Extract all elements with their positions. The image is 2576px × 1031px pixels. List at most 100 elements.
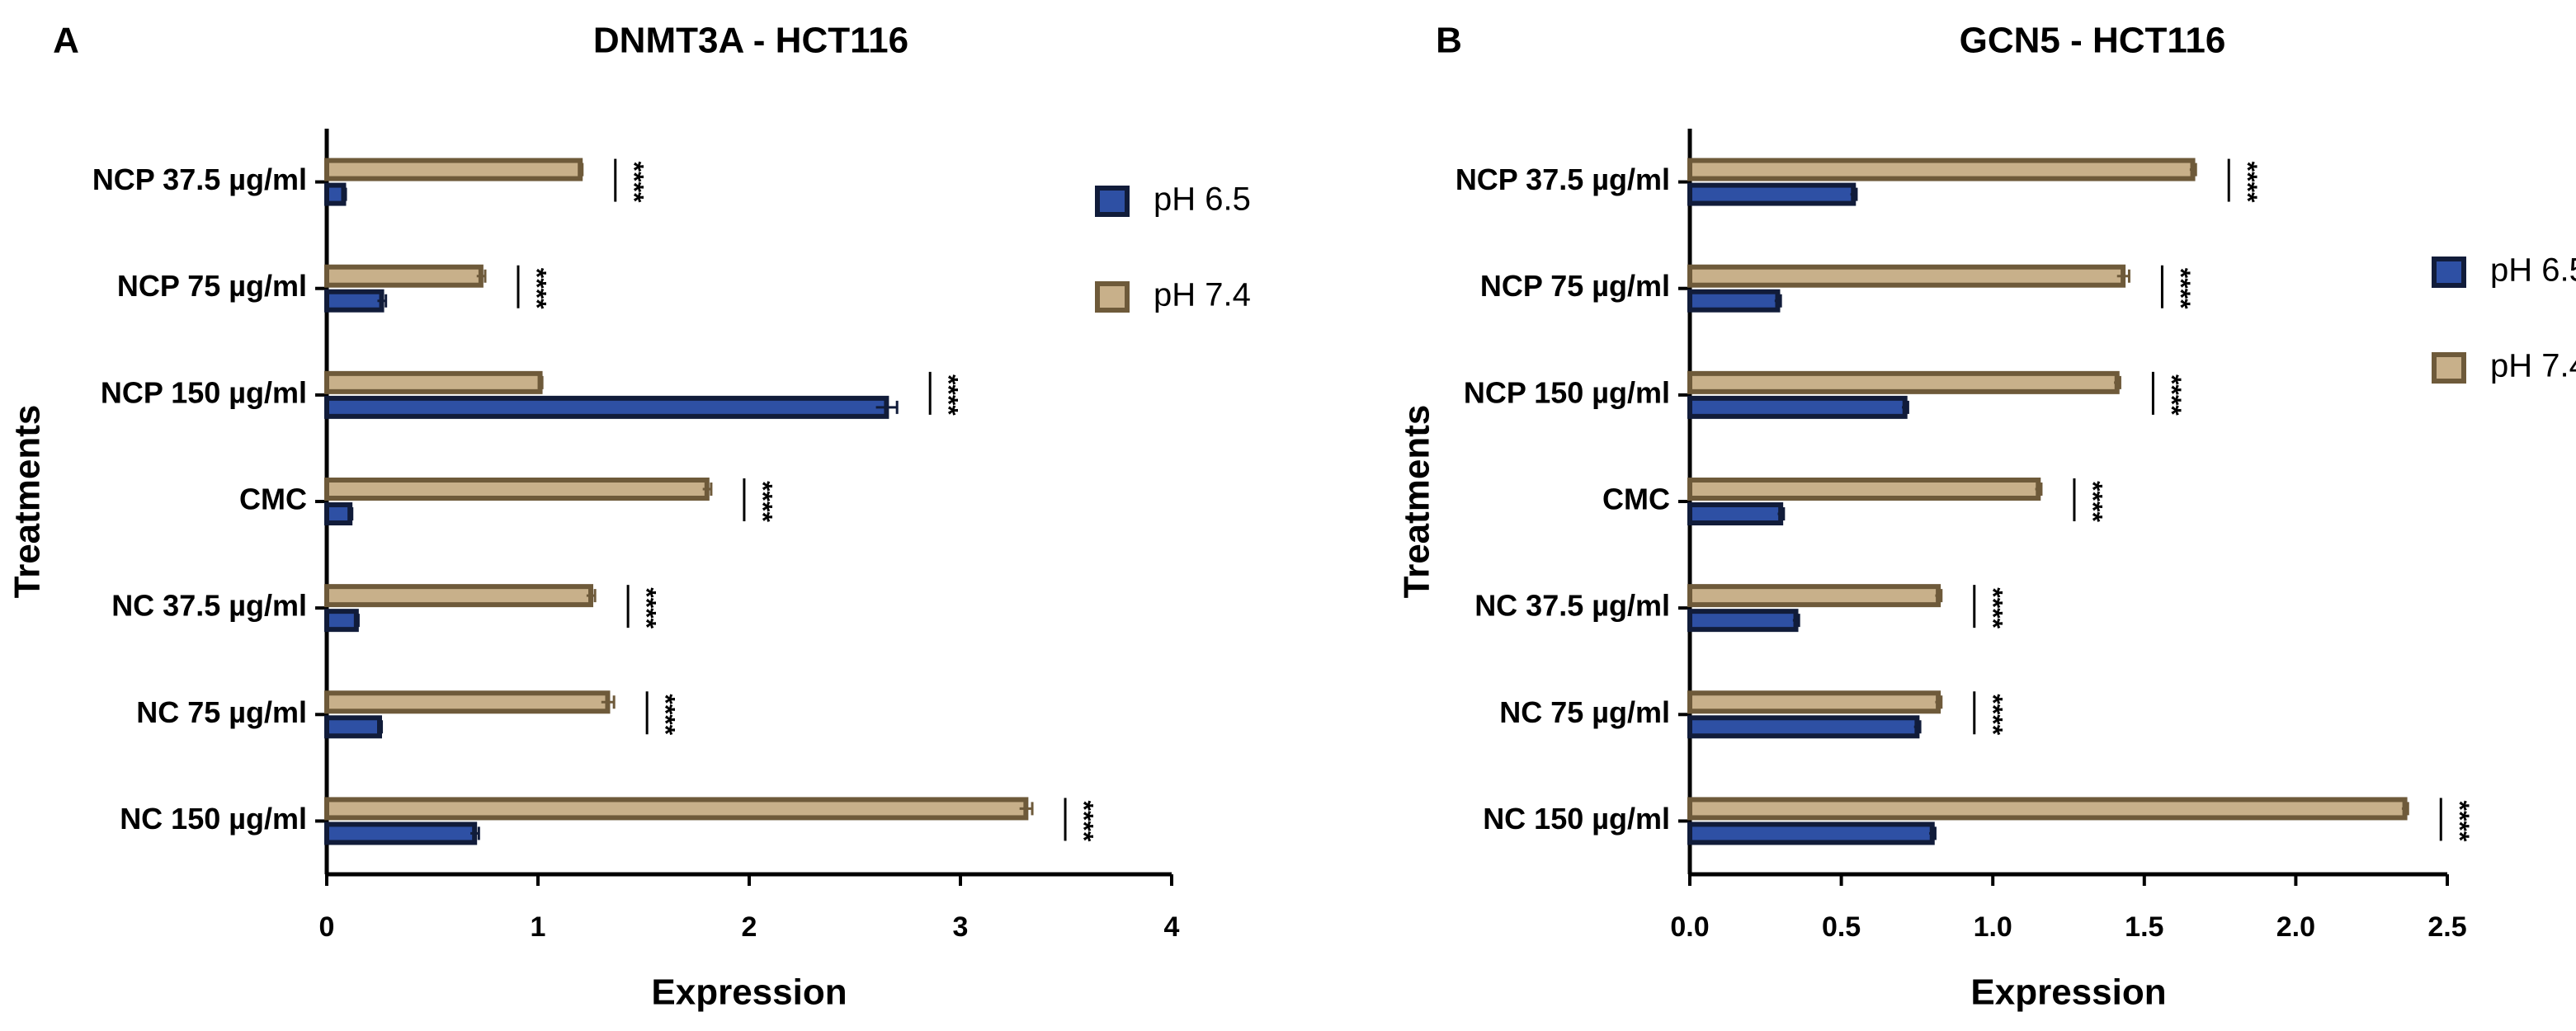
error-bar [1792, 614, 1800, 628]
bar [1687, 158, 2196, 181]
x-tick-label: 3 [953, 911, 969, 943]
x-tick-label: 0.0 [1670, 911, 1709, 943]
significance-label: **** [2233, 162, 2262, 203]
error-bar [1774, 294, 1782, 308]
panel-label: A [53, 21, 79, 61]
error-bar [476, 269, 487, 283]
error-bar [702, 483, 713, 496]
x-tick-label: 2.0 [2276, 911, 2315, 943]
x-tick-label: 4 [1164, 911, 1180, 943]
error-bar [538, 375, 544, 389]
error-bar [1019, 802, 1034, 816]
bar [324, 797, 1029, 821]
y-tick-label: NCP 150 µg/ml [101, 375, 307, 409]
significance-label: **** [934, 374, 964, 416]
error-bar [601, 695, 616, 709]
bar [324, 690, 611, 714]
y-axis-label: Treatments [1397, 405, 1437, 599]
significance-label: **** [522, 268, 552, 309]
x-axis-label: Expression [1970, 972, 2166, 1013]
x-tick-label: 0 [319, 911, 335, 943]
error-bar [1935, 695, 1943, 709]
bar [1687, 822, 1935, 845]
bar [324, 478, 710, 501]
significance-label: **** [619, 162, 649, 203]
bar [1687, 502, 1784, 525]
error-bar [2189, 162, 2197, 177]
significance-label: **** [1069, 801, 1099, 842]
bar [1687, 609, 1799, 633]
bar [324, 289, 385, 313]
error-bar [1902, 400, 1909, 414]
significance-label: **** [2166, 268, 2196, 309]
legend-label: pH 7.4 [1154, 277, 1251, 313]
y-tick-label: NC 75 µg/ml [136, 695, 307, 729]
significance-label: **** [2078, 481, 2107, 522]
y-tick-label: CMC [1602, 483, 1670, 516]
bar [1687, 264, 2126, 288]
error-bar [2401, 802, 2409, 816]
x-tick-label: 1.0 [1974, 911, 2012, 943]
y-tick-label: CMC [239, 483, 307, 516]
error-bar [1929, 826, 1937, 840]
x-tick-label: 2.5 [2427, 911, 2466, 943]
y-tick-label: NC 37.5 µg/ml [1474, 589, 1670, 623]
chart-title: GCN5 - HCT116 [1960, 21, 2226, 61]
legend-swatch [1095, 281, 1130, 313]
error-bar [347, 507, 354, 520]
error-bar [354, 614, 360, 628]
bar [324, 264, 484, 288]
bar [1687, 715, 1920, 739]
chart-title: DNMT3A - HCT116 [593, 21, 908, 61]
bar [324, 502, 353, 525]
y-tick-label: NCP 75 µg/ml [117, 269, 307, 303]
legend-label: pH 7.4 [2490, 348, 2576, 384]
error-bar [2035, 483, 2043, 496]
error-bar [2114, 375, 2121, 389]
significance-label: **** [1978, 587, 2007, 628]
error-bar [470, 826, 480, 840]
bar [1687, 370, 2120, 394]
legend-swatch [1095, 186, 1130, 217]
y-tick-label: NCP 37.5 µg/ml [92, 162, 307, 196]
significance-label: **** [1978, 694, 2007, 735]
bar [324, 584, 593, 608]
bar [324, 182, 347, 206]
bar [324, 158, 583, 181]
y-tick-label: NCP 75 µg/ml [1480, 269, 1670, 303]
y-tick-label: NCP 150 µg/ml [1464, 375, 1670, 409]
bar [1687, 289, 1781, 313]
bar [1687, 395, 1908, 419]
y-tick-label: NCP 37.5 µg/ml [1455, 162, 1670, 196]
bar [324, 715, 382, 739]
bar [1687, 797, 2408, 821]
error-bar [341, 187, 347, 201]
panel-label: B [1436, 21, 1462, 61]
legend-swatch [2432, 352, 2466, 384]
bar [324, 609, 359, 633]
error-bar [875, 400, 899, 414]
significance-label: **** [2445, 801, 2475, 842]
x-tick-label: 0.5 [1822, 911, 1861, 943]
bar [1687, 478, 2041, 501]
bar [1687, 690, 1941, 714]
legend-label: pH 6.5 [2490, 252, 2576, 289]
error-bar [377, 720, 384, 734]
x-axis-label: Expression [651, 972, 847, 1013]
x-tick-label: 1.5 [2125, 911, 2163, 943]
error-bar [2116, 269, 2130, 283]
error-bar [377, 294, 388, 308]
bar [1687, 584, 1941, 608]
bar [324, 822, 478, 845]
y-axis-label: Treatments [7, 405, 48, 599]
y-tick-label: NC 150 µg/ml [1483, 802, 1670, 836]
error-bar [1935, 589, 1943, 603]
error-bar [1777, 507, 1786, 520]
y-tick-label: NC 37.5 µg/ml [111, 589, 307, 623]
legend-label: pH 6.5 [1154, 181, 1251, 218]
bar [324, 395, 889, 419]
error-bar [1913, 720, 1922, 734]
error-bar [578, 162, 584, 177]
